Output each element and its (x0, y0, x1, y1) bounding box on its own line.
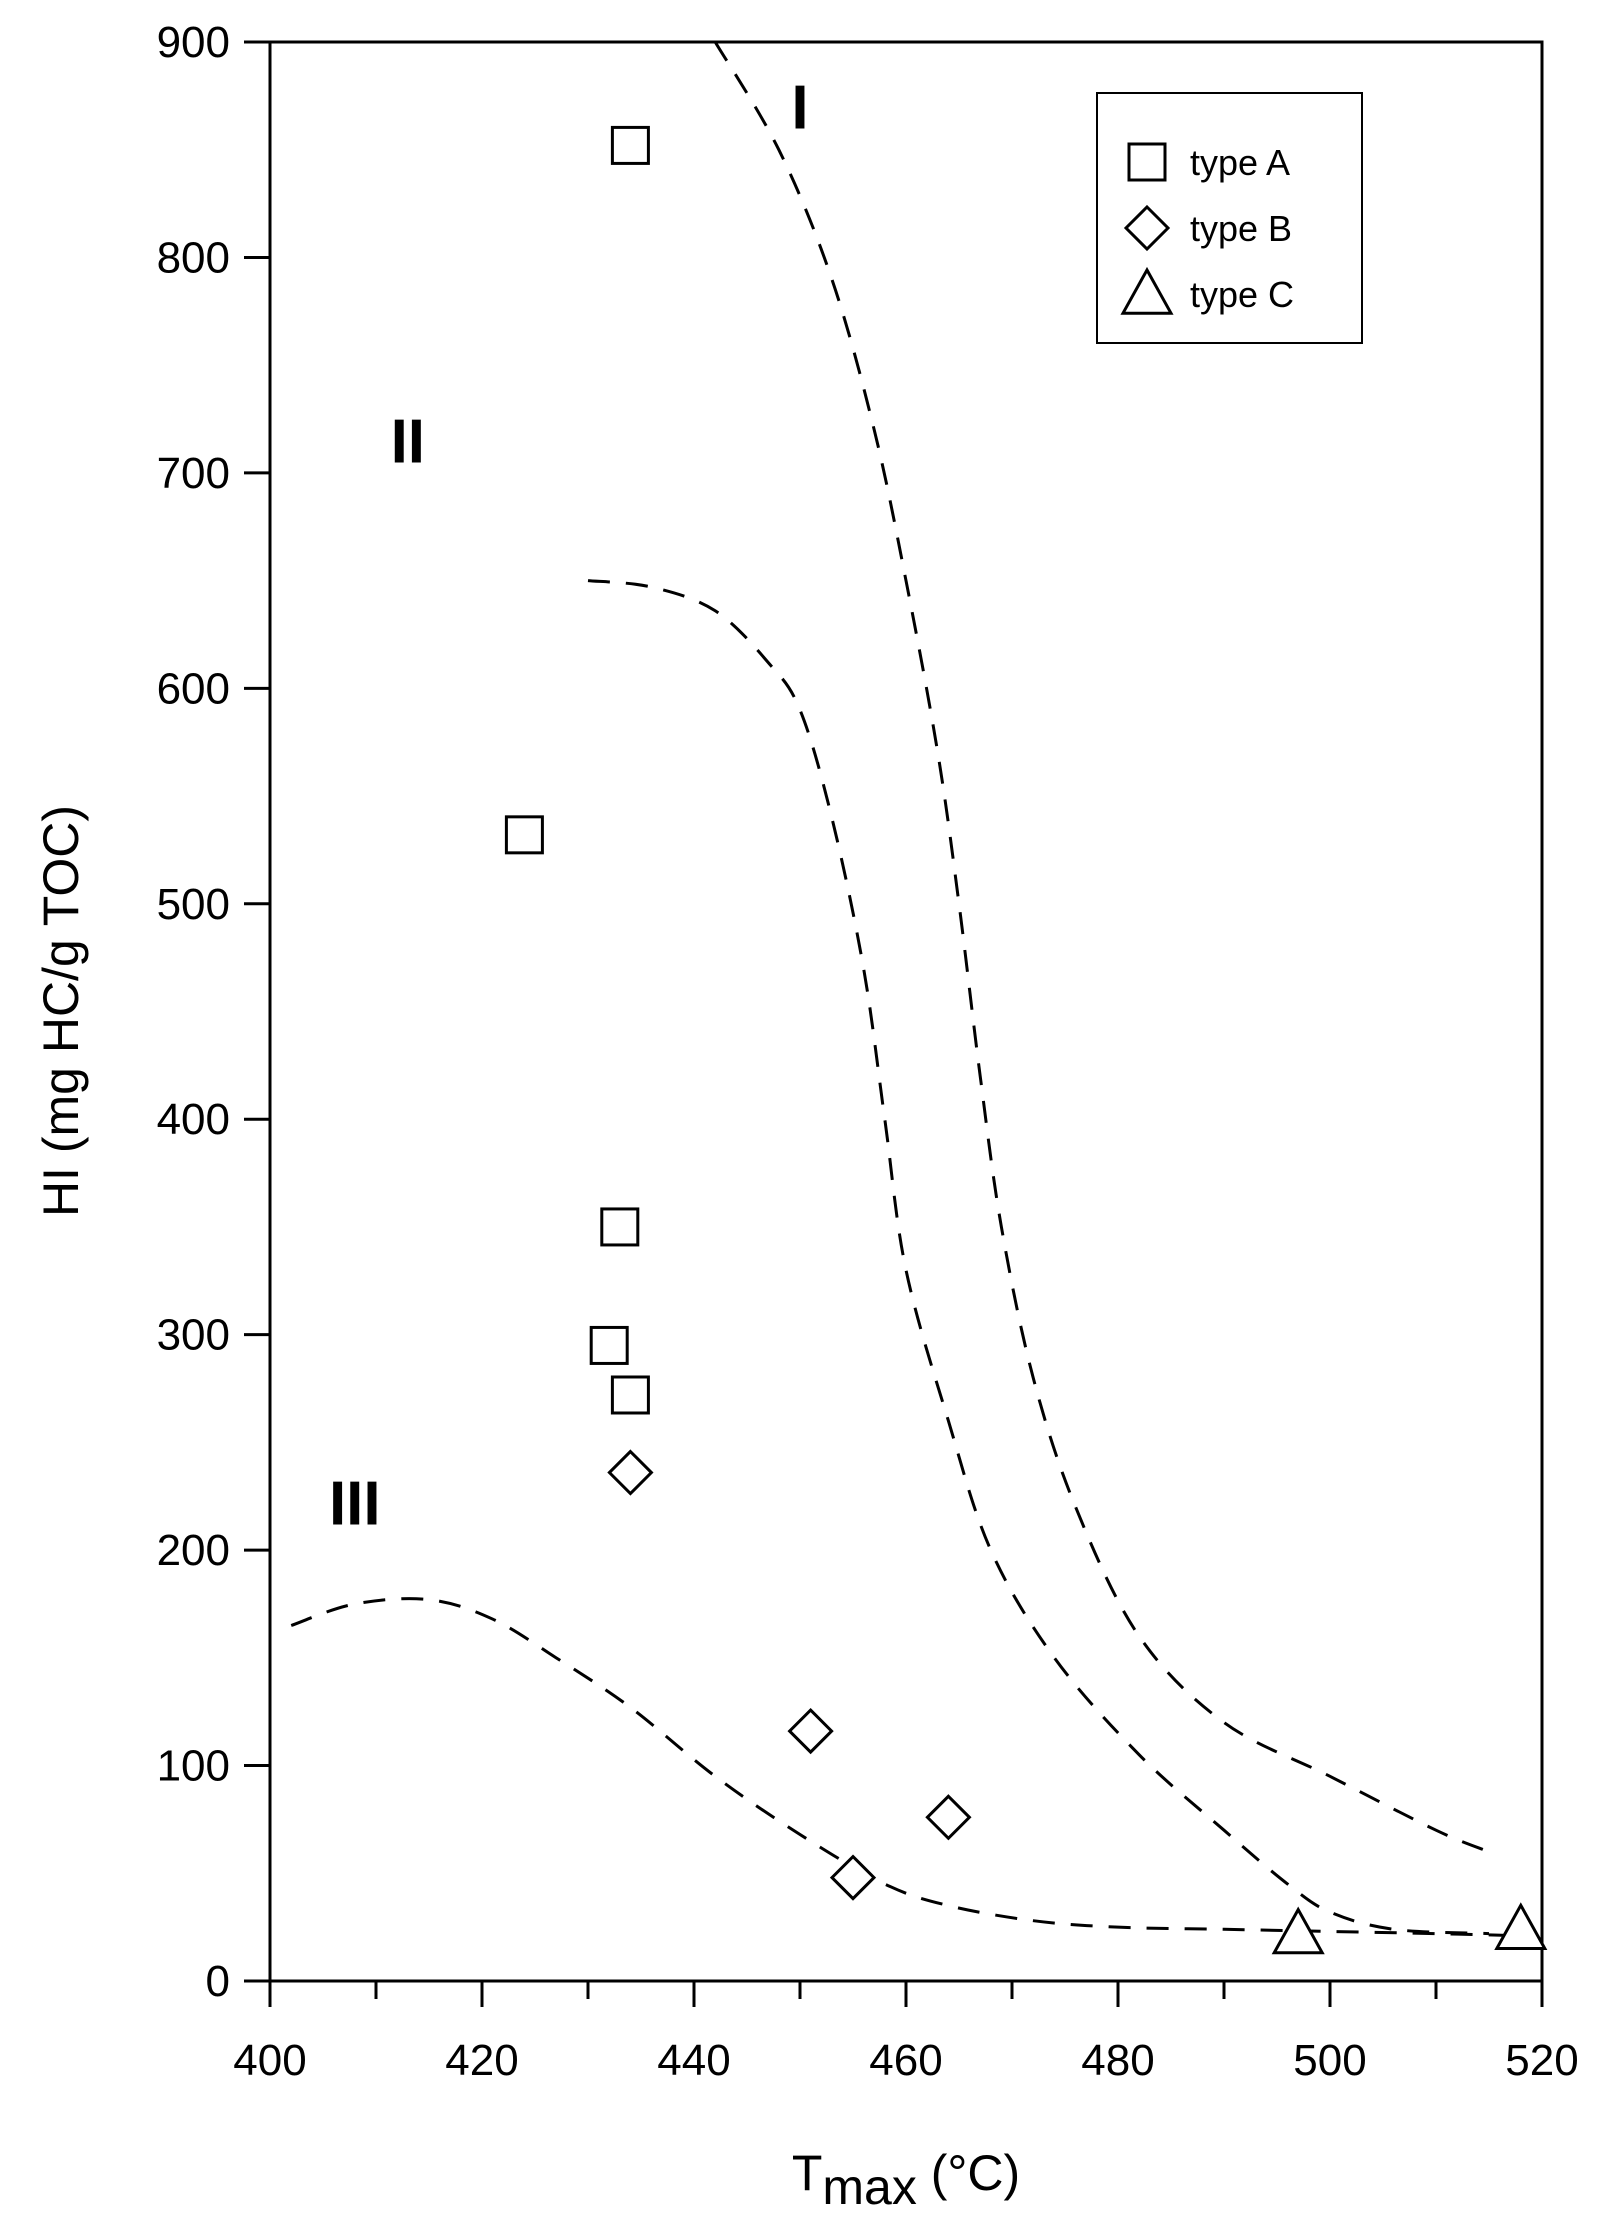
y-tick-label: 900 (157, 18, 230, 67)
region-label: II (391, 408, 425, 477)
marker-diamond (787, 1707, 834, 1755)
legend-square-icon (1127, 142, 1167, 182)
marker-square (610, 125, 650, 165)
x-tick-label: 440 (657, 2036, 730, 2085)
legend-label: type C (1190, 274, 1294, 315)
marker-square (610, 1375, 650, 1415)
marker-square (589, 1325, 629, 1365)
boundary-curve-2 (587, 579, 1490, 1936)
boundary-curve-3 (290, 1597, 1521, 1938)
x-tick-label: 460 (869, 2036, 942, 2085)
y-tick-label: 800 (157, 233, 230, 282)
y-tick-label: 0 (206, 1957, 230, 2006)
y-axis-title: HI (mg HC/g TOC) (33, 805, 89, 1217)
x-tick-label: 520 (1505, 2036, 1578, 2085)
data-markers (504, 125, 1548, 1955)
marker-square (504, 815, 544, 855)
legend: type A type B type C (1096, 92, 1363, 344)
y-tick-label: 200 (157, 1526, 230, 1575)
legend-label: type B (1190, 208, 1292, 249)
x-tick-label: 500 (1293, 2036, 1366, 2085)
region-label: III (329, 1470, 381, 1539)
x-tick-label: 400 (233, 2036, 306, 2085)
x-tick-label: 480 (1081, 2036, 1154, 2085)
boundary-curve-1 (713, 41, 1490, 1854)
legend-label: type A (1190, 142, 1290, 183)
y-tick-label: 400 (157, 1095, 230, 1144)
marker-triangle (1271, 1906, 1325, 1955)
y-axis: 0 100 200 300 400 500 600 700 800 900 (157, 18, 270, 2006)
x-tick-label: 420 (445, 2036, 518, 2085)
x-axis-title: Tmax (°C) (792, 2145, 1020, 2214)
y-tick-label: 500 (157, 880, 230, 929)
x-axis: 400 420 440 460 480 500 520 (233, 1981, 1579, 2085)
marker-triangle (1494, 1902, 1548, 1950)
y-tick-label: 700 (157, 449, 230, 498)
y-tick-label: 600 (157, 664, 230, 713)
marker-diamond (925, 1794, 972, 1841)
marker-diamond (829, 1854, 877, 1901)
y-tick-label: 300 (157, 1311, 230, 1360)
legend-triangle-icon (1120, 266, 1174, 315)
y-tick-label: 100 (157, 1742, 230, 1791)
marker-square (600, 1207, 640, 1247)
legend-diamond-icon (1123, 204, 1171, 252)
region-label: I (791, 74, 808, 143)
marker-diamond (607, 1449, 654, 1496)
